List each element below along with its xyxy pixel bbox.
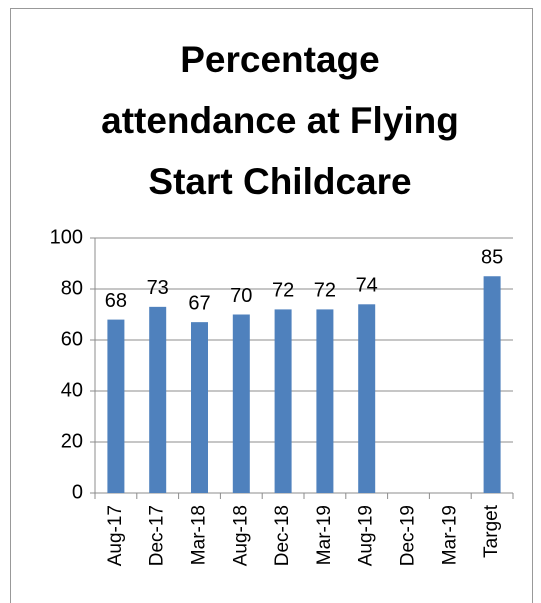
x-tick-label: Dec-18	[272, 505, 293, 566]
data-label: 72	[272, 280, 294, 302]
data-label: 85	[481, 247, 503, 269]
data-label: 68	[105, 290, 127, 312]
y-tick-label: 40	[61, 379, 83, 401]
x-tick-label: Aug-17	[105, 505, 126, 566]
x-tick-label: Target	[481, 504, 502, 558]
bar	[149, 306, 167, 493]
bar	[483, 276, 501, 493]
x-tick-label: Mar-19	[314, 505, 335, 565]
y-tick-label: 20	[61, 430, 83, 452]
x-tick-label: Aug-19	[356, 505, 377, 566]
bar	[274, 309, 292, 493]
y-tick-label: 0	[72, 481, 83, 503]
bar	[316, 309, 334, 493]
y-tick-label: 100	[50, 226, 83, 248]
data-label: 70	[230, 285, 252, 307]
bar	[232, 314, 250, 493]
y-tick-label: 60	[61, 328, 83, 350]
chart-title: Percentage	[180, 39, 380, 80]
data-label: 74	[356, 275, 378, 297]
x-tick-label: Dec-19	[398, 505, 419, 566]
chart-title: attendance at Flying	[101, 100, 459, 141]
data-label: 67	[188, 292, 210, 314]
data-label: 72	[314, 280, 336, 302]
x-tick-label: Mar-18	[189, 505, 210, 565]
bar	[358, 304, 376, 493]
y-tick-label: 80	[61, 277, 83, 299]
x-tick-label: Aug-18	[230, 505, 251, 566]
chart-frame	[10, 8, 533, 603]
data-label: 73	[147, 277, 169, 299]
chart-title: Start Childcare	[148, 161, 411, 202]
x-tick-label: Mar-19	[439, 505, 460, 565]
x-tick-label: Dec-17	[147, 505, 168, 566]
bar	[191, 322, 208, 493]
bar	[107, 319, 125, 493]
